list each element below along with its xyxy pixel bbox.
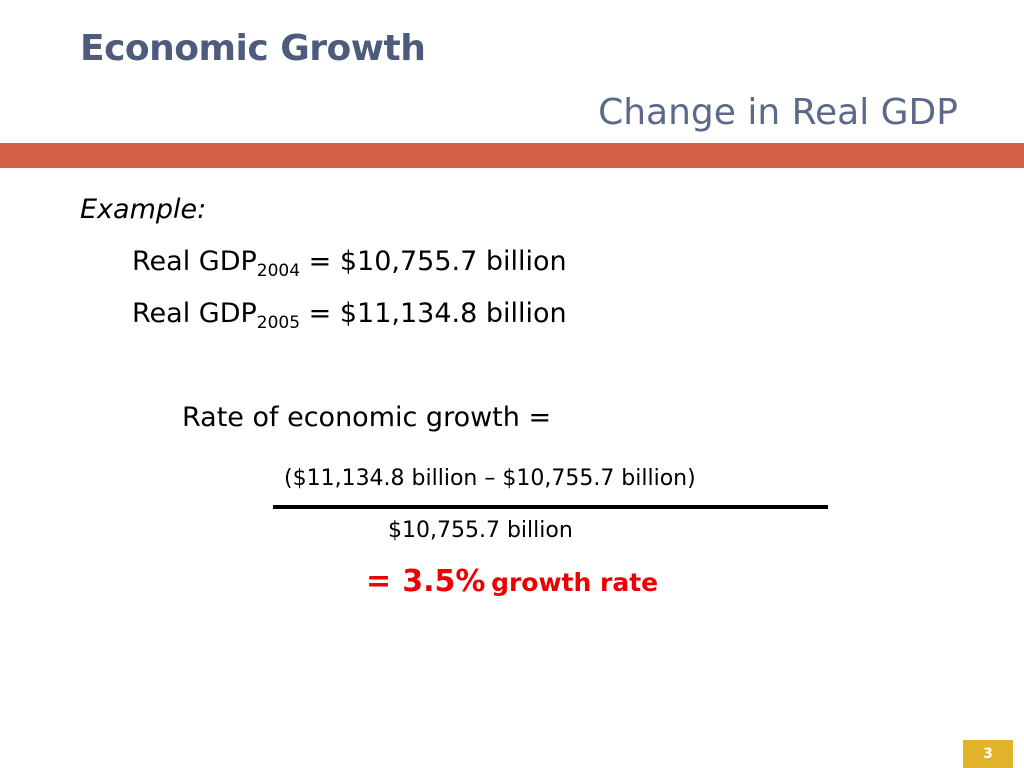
fraction-denominator: $10,755.7 billion — [388, 518, 573, 543]
fraction-numerator: ($11,134.8 billion – $10,755.7 billion) — [284, 466, 696, 491]
gdp-2004-year: 2004 — [256, 261, 301, 281]
gdp-2005-prefix: Real GDP — [132, 298, 257, 329]
example-label: Example: — [80, 194, 207, 225]
result-value: 3.5% — [402, 564, 486, 599]
gdp-2005-value: = $11,134.8 billion — [300, 298, 567, 329]
fraction-bar — [273, 505, 828, 509]
gdp-2004-value: = $10,755.7 billion — [300, 246, 567, 277]
result-equals: = — [366, 564, 392, 599]
rate-label: Rate of economic growth = — [182, 402, 552, 433]
gdp-2004-prefix: Real GDP — [132, 246, 257, 277]
gdp-2005-line: Real GDP2005 = $11,134.8 billion — [132, 298, 567, 333]
result-line: = 3.5% growth rate — [366, 564, 658, 599]
gdp-2005-year: 2005 — [256, 313, 301, 333]
page-number-badge: 3 — [963, 740, 1013, 768]
slide-title: Economic Growth — [80, 28, 426, 69]
slide-subtitle: Change in Real GDP — [598, 92, 958, 133]
accent-bar — [0, 143, 1024, 168]
gdp-2004-line: Real GDP2004 = $10,755.7 billion — [132, 246, 567, 281]
result-label: growth rate — [491, 568, 659, 597]
